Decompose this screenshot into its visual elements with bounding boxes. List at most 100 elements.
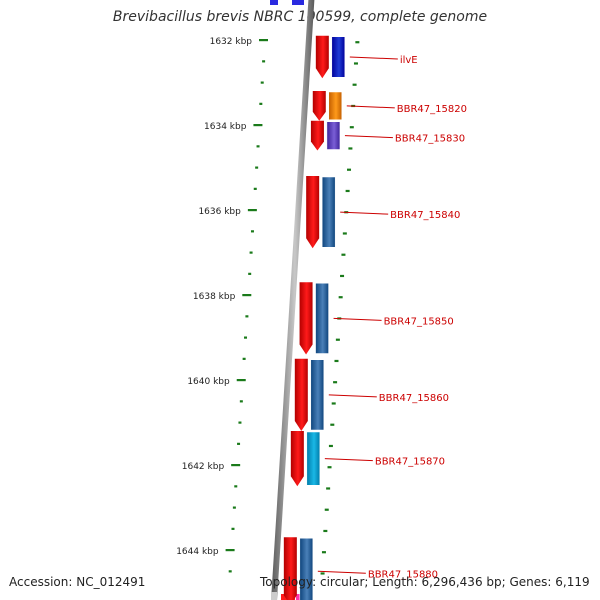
minor-tick bbox=[347, 168, 352, 171]
major-tick bbox=[236, 379, 246, 382]
label-leader bbox=[333, 317, 382, 321]
minor-tick bbox=[231, 527, 235, 530]
topology-text: Topology: circular; Length: 6,296,436 bp… bbox=[260, 575, 590, 589]
label-leader bbox=[340, 211, 389, 215]
label-leader bbox=[344, 135, 393, 139]
label-leader bbox=[328, 394, 377, 398]
label-leader bbox=[324, 458, 373, 462]
gene-label: BBR47_15850 bbox=[384, 316, 454, 327]
genome-title: Brevibacillus brevis NBRC 100599, comple… bbox=[112, 9, 488, 25]
backbone-line bbox=[271, 0, 315, 600]
minor-tick bbox=[331, 402, 336, 405]
label-leader bbox=[317, 570, 366, 574]
gene-bar bbox=[326, 121, 341, 150]
gene-label: BBR47_15820 bbox=[397, 104, 467, 115]
minor-tick bbox=[324, 508, 329, 511]
minor-tick bbox=[242, 357, 246, 360]
gene-labels: ilvE BBR47_15820 BBR47_15830 BBR47_15840 BBR… bbox=[317, 55, 467, 580]
minor-tick bbox=[260, 81, 264, 84]
scale-label: 1634 kbp bbox=[204, 122, 247, 132]
accession-text: Accession: NC_012491 bbox=[9, 575, 146, 589]
minor-tick bbox=[259, 102, 263, 105]
label-leader bbox=[349, 56, 398, 60]
gene-label: BBR47_15830 bbox=[395, 134, 465, 145]
minor-tick bbox=[341, 253, 346, 256]
minor-tick bbox=[237, 442, 241, 445]
gene-arrow bbox=[312, 91, 326, 121]
gene-arrow bbox=[290, 431, 304, 487]
major-tick bbox=[225, 549, 235, 552]
scale-label: 1640 kbp bbox=[187, 377, 230, 387]
gene-arrow bbox=[306, 176, 320, 249]
bottom-partial-feature bbox=[271, 592, 277, 600]
minor-tick bbox=[355, 41, 360, 44]
minor-tick bbox=[352, 83, 357, 86]
minor-tick bbox=[320, 572, 325, 575]
gene-label: BBR47_15860 bbox=[379, 393, 449, 404]
minor-tick bbox=[321, 551, 326, 554]
scale-label: 1642 kbp bbox=[182, 462, 225, 472]
minor-tick bbox=[248, 272, 252, 275]
minor-tick bbox=[345, 189, 350, 193]
minor-tick bbox=[249, 251, 253, 254]
minor-tick bbox=[244, 336, 248, 339]
scale-label: 1638 kbp bbox=[193, 292, 236, 302]
minor-tick bbox=[340, 274, 345, 278]
label-leader bbox=[346, 105, 395, 109]
minor-tick bbox=[326, 487, 331, 490]
minor-tick bbox=[333, 381, 338, 384]
gene-arrow bbox=[315, 35, 329, 79]
minor-tick bbox=[348, 147, 353, 150]
minor-tick bbox=[253, 187, 257, 190]
gene-arrow bbox=[299, 282, 313, 355]
minor-tick bbox=[334, 359, 339, 363]
minor-tick bbox=[353, 62, 358, 65]
scale-ticks: 1632 kbp 1634 kbp 1636 kbp 1638 kbp 1640 kbp… bbox=[176, 37, 360, 575]
scale-label: 1644 kbp bbox=[176, 547, 219, 557]
top-partial-feature bbox=[270, 0, 278, 5]
gene-bar bbox=[331, 36, 346, 78]
minor-tick bbox=[238, 421, 242, 424]
minor-tick bbox=[335, 338, 340, 341]
minor-tick bbox=[239, 400, 243, 403]
major-tick bbox=[231, 464, 241, 467]
minor-tick bbox=[342, 232, 347, 235]
gene-bar bbox=[328, 91, 343, 120]
minor-tick bbox=[256, 145, 260, 148]
gene-features bbox=[283, 35, 346, 600]
gene-arrow bbox=[294, 358, 308, 431]
minor-tick bbox=[234, 485, 238, 488]
top-partial-feature bbox=[292, 0, 304, 5]
gene-arrow bbox=[310, 120, 324, 151]
minor-tick bbox=[245, 315, 249, 318]
scale-label: 1632 kbp bbox=[210, 37, 253, 47]
gene-bar bbox=[315, 283, 329, 354]
minor-tick bbox=[228, 570, 232, 573]
minor-tick bbox=[328, 444, 333, 448]
gene-label: BBR47_15840 bbox=[390, 210, 460, 221]
minor-tick bbox=[250, 230, 254, 233]
minor-tick bbox=[232, 506, 236, 509]
minor-tick bbox=[323, 529, 328, 533]
major-tick bbox=[242, 294, 252, 297]
gene-bar bbox=[306, 431, 321, 486]
scale-label: 1636 kbp bbox=[198, 207, 241, 217]
gene-label: BBR47_15880 bbox=[368, 569, 438, 580]
gene-bar bbox=[310, 359, 325, 431]
minor-tick bbox=[338, 296, 343, 299]
bottom-partial-feature bbox=[296, 594, 302, 600]
gene-arrow bbox=[283, 537, 297, 600]
gene-bar bbox=[321, 176, 336, 248]
minor-tick bbox=[262, 60, 266, 63]
gene-label: BBR47_15870 bbox=[375, 457, 445, 468]
major-tick bbox=[247, 209, 257, 212]
minor-tick bbox=[255, 166, 259, 169]
gene-label: ilvE bbox=[400, 55, 418, 66]
gene-bar bbox=[299, 538, 314, 600]
minor-tick bbox=[349, 126, 354, 129]
minor-tick bbox=[330, 423, 335, 426]
minor-tick bbox=[327, 466, 332, 469]
major-tick bbox=[253, 124, 263, 127]
major-tick bbox=[259, 39, 268, 42]
